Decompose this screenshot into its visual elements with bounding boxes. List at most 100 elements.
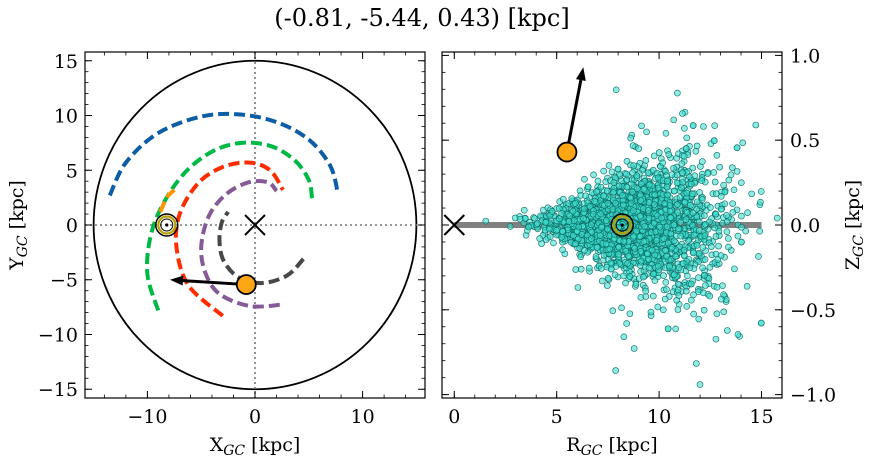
- scatter-point: [681, 198, 689, 206]
- scatter-point: [683, 303, 691, 310]
- scatter-point: [581, 175, 588, 183]
- scatter-point: [542, 219, 550, 226]
- scatter-point: [624, 260, 631, 267]
- scatter-point: [607, 265, 615, 273]
- scatter-point: [682, 216, 690, 223]
- scatter-point: [482, 217, 490, 225]
- scatter-point: [571, 200, 579, 207]
- scatter-point: [682, 145, 690, 152]
- scatter-point: [660, 306, 667, 314]
- scatter-point: [642, 157, 650, 164]
- scatter-point: [695, 249, 703, 257]
- spiral-arm: [145, 140, 315, 312]
- y-tick-label: 0.5: [790, 130, 820, 152]
- scatter-point: [681, 124, 688, 132]
- scatter-point: [645, 181, 653, 189]
- scatter-point: [588, 221, 595, 228]
- left-y-axis-label: YGC [kpc]: [6, 180, 31, 271]
- scatter-point: [739, 139, 747, 147]
- spiral-arm: [217, 210, 305, 286]
- scatter-point: [610, 179, 618, 186]
- scatter-point: [622, 279, 629, 287]
- scatter-point: [525, 223, 533, 231]
- scatter-point: [661, 295, 669, 303]
- sun-marker-dot: [165, 223, 169, 227]
- scatter-point: [725, 235, 732, 242]
- y-tick-label: 0.0: [790, 215, 820, 237]
- scatter-point: [679, 179, 686, 186]
- scatter-point: [757, 198, 764, 206]
- scatter-point: [577, 253, 585, 261]
- scatter-point: [650, 270, 657, 278]
- sun-marker-ring: [157, 215, 177, 235]
- scatter-point: [637, 257, 645, 265]
- scatter-point: [620, 237, 628, 245]
- scatter-point: [700, 306, 708, 314]
- scatter-point: [670, 221, 678, 229]
- scatter-point: [731, 265, 738, 273]
- scatter-point: [642, 287, 649, 295]
- scatter-point: [720, 181, 727, 189]
- scatter-point: [585, 264, 593, 272]
- scatter-point: [633, 228, 640, 235]
- left-ticks: −10 0 10 −15 −10 −5 0 5 10 15: [38, 51, 425, 428]
- scatter-point: [632, 281, 640, 288]
- scatter-point: [692, 147, 700, 155]
- scatter-point: [598, 265, 605, 272]
- left-panel: −10 0 10 −15 −10 −5 0 5 10 15 XGC [kpc] YGC [kpc]: [6, 51, 426, 459]
- right-y-axis-label: ZGC [kpc]: [842, 180, 867, 270]
- spiral-arm: [158, 188, 176, 213]
- object-marker: [556, 141, 578, 163]
- scatter-point: [658, 214, 665, 222]
- scatter-point: [594, 177, 602, 185]
- y-tick-label: 15: [54, 51, 78, 73]
- scatter-point: [720, 308, 728, 316]
- spiral-arm: [107, 111, 340, 197]
- scatter-point: [663, 252, 670, 260]
- scatter-point: [665, 151, 673, 158]
- sun-marker-outer: [155, 213, 179, 237]
- scatter-point: [625, 252, 632, 260]
- scatter-point: [643, 128, 650, 136]
- spiral-arm: [173, 160, 285, 318]
- scatter-point: [647, 308, 655, 316]
- scatter-point: [603, 187, 611, 195]
- scatter-point: [748, 190, 755, 198]
- scatter-point: [729, 200, 736, 207]
- scatter-point: [604, 274, 612, 282]
- scatter-point: [738, 238, 745, 246]
- scatter-points: [482, 86, 781, 388]
- scatter-point: [642, 293, 650, 300]
- scatter-point: [670, 164, 677, 172]
- scatter-point: [628, 180, 635, 188]
- scatter-point: [597, 210, 604, 218]
- galactic-center-marker: [244, 214, 266, 236]
- scatter-point: [610, 189, 617, 196]
- scatter-point: [588, 235, 595, 242]
- scatter-point: [651, 191, 659, 198]
- scatter-point: [603, 217, 610, 224]
- scatter-point: [623, 170, 630, 178]
- scatter-point: [721, 200, 729, 208]
- scatter-point: [520, 206, 528, 214]
- scatter-point: [533, 220, 541, 227]
- scatter-point: [701, 232, 709, 240]
- scatter-point: [668, 244, 676, 251]
- scatter-point: [609, 307, 617, 314]
- scatter-point: [638, 122, 645, 130]
- scatter-point: [689, 209, 697, 217]
- scatter-point: [582, 192, 589, 200]
- scatter-point: [711, 178, 719, 186]
- scatter-point: [744, 209, 751, 216]
- scatter-point: [710, 169, 718, 176]
- scatter-point: [644, 207, 652, 214]
- scatter-point: [667, 230, 675, 238]
- scatter-point: [546, 233, 554, 241]
- x-tick-label: 10: [647, 406, 671, 428]
- x-tick-label: 0: [448, 406, 460, 428]
- x-tick-label: 0: [249, 406, 261, 428]
- scatter-point: [756, 227, 763, 235]
- x-tick-label: −10: [127, 406, 167, 428]
- scatter-point: [626, 273, 634, 280]
